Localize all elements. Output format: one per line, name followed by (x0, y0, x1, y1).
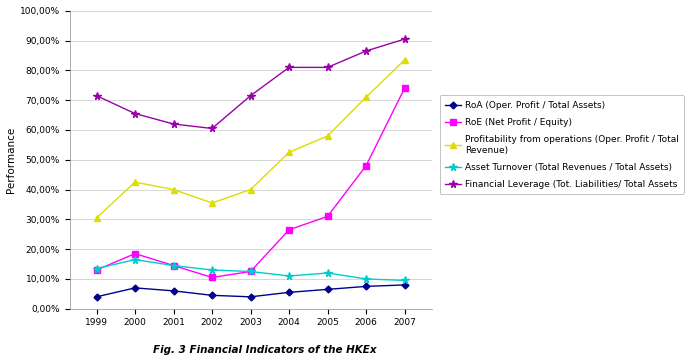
Financial Leverage (Tot. Liabilities/ Total Assets (93, 94, 101, 98)
Financial Leverage (Tot. Liabilities/ Total Assets (208, 126, 216, 131)
RoE (Net Profit / Equity) (93, 268, 101, 272)
RoE (Net Profit / Equity) (362, 164, 370, 168)
Line: Profitability from operations (Oper. Profit / Total
Revenue): Profitability from operations (Oper. Pro… (93, 57, 408, 221)
Text: Fig. 3 Financial Indicators of the HKEx: Fig. 3 Financial Indicators of the HKEx (152, 345, 377, 355)
Asset Turnover (Total Revenues / Total Assets) (208, 268, 216, 272)
Financial Leverage (Tot. Liabilities/ Total Assets (324, 65, 332, 70)
Financial Leverage (Tot. Liabilities/ Total Assets (362, 49, 370, 53)
RoA (Oper. Profit / Total Assets) (362, 284, 370, 289)
Profitability from operations (Oper. Profit / Total
Revenue) (208, 201, 216, 205)
RoE (Net Profit / Equity) (131, 251, 139, 256)
Financial Leverage (Tot. Liabilities/ Total Assets (285, 65, 293, 70)
Legend: RoA (Oper. Profit / Total Assets), RoE (Net Profit / Equity), Profitability from: RoA (Oper. Profit / Total Assets), RoE (… (440, 95, 684, 194)
Profitability from operations (Oper. Profit / Total
Revenue) (169, 187, 177, 192)
Line: Financial Leverage (Tot. Liabilities/ Total Assets: Financial Leverage (Tot. Liabilities/ To… (93, 35, 409, 132)
RoE (Net Profit / Equity) (246, 269, 255, 274)
Profitability from operations (Oper. Profit / Total
Revenue) (324, 134, 332, 138)
Asset Turnover (Total Revenues / Total Assets) (362, 277, 370, 281)
RoE (Net Profit / Equity) (324, 214, 332, 219)
Profitability from operations (Oper. Profit / Total
Revenue) (400, 58, 409, 62)
RoA (Oper. Profit / Total Assets) (246, 295, 255, 299)
Asset Turnover (Total Revenues / Total Assets) (93, 266, 101, 271)
RoA (Oper. Profit / Total Assets) (400, 283, 409, 287)
Profitability from operations (Oper. Profit / Total
Revenue) (285, 150, 293, 154)
RoA (Oper. Profit / Total Assets) (131, 286, 139, 290)
RoA (Oper. Profit / Total Assets) (324, 287, 332, 292)
Line: RoE (Net Profit / Equity): RoE (Net Profit / Equity) (94, 85, 407, 280)
Profitability from operations (Oper. Profit / Total
Revenue) (246, 187, 255, 192)
RoE (Net Profit / Equity) (400, 86, 409, 90)
RoA (Oper. Profit / Total Assets) (208, 293, 216, 298)
Asset Turnover (Total Revenues / Total Assets) (131, 257, 139, 262)
Asset Turnover (Total Revenues / Total Assets) (285, 274, 293, 278)
Line: Asset Turnover (Total Revenues / Total Assets): Asset Turnover (Total Revenues / Total A… (93, 256, 409, 284)
Financial Leverage (Tot. Liabilities/ Total Assets (246, 94, 255, 98)
Financial Leverage (Tot. Liabilities/ Total Assets (131, 111, 139, 116)
Asset Turnover (Total Revenues / Total Assets) (400, 278, 409, 283)
RoA (Oper. Profit / Total Assets) (285, 290, 293, 294)
RoE (Net Profit / Equity) (169, 264, 177, 268)
Y-axis label: Performance: Performance (6, 127, 15, 193)
RoE (Net Profit / Equity) (208, 275, 216, 280)
RoA (Oper. Profit / Total Assets) (169, 289, 177, 293)
RoE (Net Profit / Equity) (285, 228, 293, 232)
Profitability from operations (Oper. Profit / Total
Revenue) (93, 216, 101, 220)
Asset Turnover (Total Revenues / Total Assets) (246, 269, 255, 274)
Asset Turnover (Total Revenues / Total Assets) (169, 264, 177, 268)
Financial Leverage (Tot. Liabilities/ Total Assets (400, 37, 409, 41)
Asset Turnover (Total Revenues / Total Assets) (324, 271, 332, 275)
Financial Leverage (Tot. Liabilities/ Total Assets (169, 122, 177, 126)
RoA (Oper. Profit / Total Assets) (93, 295, 101, 299)
Line: RoA (Oper. Profit / Total Assets): RoA (Oper. Profit / Total Assets) (94, 283, 407, 299)
Profitability from operations (Oper. Profit / Total
Revenue) (131, 180, 139, 184)
Profitability from operations (Oper. Profit / Total
Revenue) (362, 95, 370, 99)
